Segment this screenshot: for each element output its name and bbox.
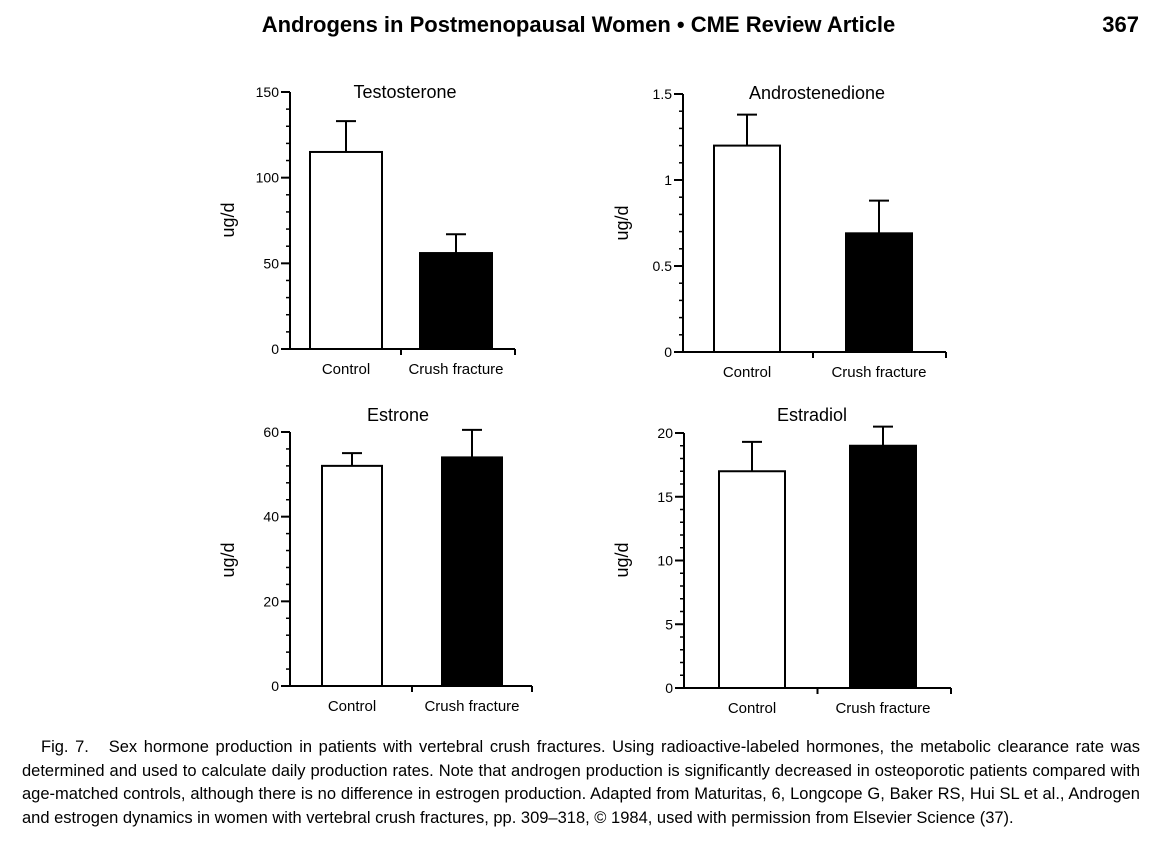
bar-control bbox=[321, 464, 383, 687]
y-tick-label: 20 bbox=[263, 593, 279, 609]
y-tick-label: 1 bbox=[664, 172, 672, 188]
bar-control bbox=[309, 150, 383, 350]
chart-panel-4: Estradiol ug/d 0 5 10 15 20 Control Crush fractu… bbox=[612, 405, 952, 717]
x-category-label: Control bbox=[723, 364, 771, 381]
y-tick-label: 0 bbox=[271, 341, 279, 357]
x-category-label: Crush fracture bbox=[408, 361, 503, 378]
y-tick-label: 50 bbox=[263, 255, 279, 271]
figure-caption-label: Fig. 7. bbox=[41, 738, 89, 756]
x-category-label: Crush fracture bbox=[835, 700, 930, 717]
chart-panel-1: Testosterone ug/d 0 50 100 150 Control Crush fr… bbox=[218, 82, 516, 378]
bar-crush-fracture bbox=[849, 444, 917, 689]
figure-caption: Fig. 7. Sex hormone production in patien… bbox=[22, 736, 1140, 830]
y-tick-label: 150 bbox=[256, 84, 280, 100]
chart-title: Estrone bbox=[367, 405, 429, 425]
y-tick-label: 0 bbox=[665, 680, 673, 696]
bar-crush-fracture bbox=[441, 456, 503, 687]
chart-title: Androstenedione bbox=[749, 83, 885, 103]
y-axis-label: ug/d bbox=[218, 202, 238, 237]
x-category-label: Control bbox=[322, 361, 370, 378]
y-tick-label: 60 bbox=[263, 424, 279, 440]
y-tick-label: 5 bbox=[665, 616, 673, 632]
y-tick-label: 10 bbox=[657, 553, 673, 569]
x-category-label: Crush fracture bbox=[831, 364, 926, 381]
y-axis-label: ug/d bbox=[612, 205, 632, 240]
y-tick-label: 100 bbox=[256, 170, 280, 186]
figure-caption-text: Sex hormone production in patients with … bbox=[22, 738, 1140, 827]
y-tick-label: 15 bbox=[657, 489, 673, 505]
chart-title: Testosterone bbox=[353, 82, 456, 102]
x-category-label: Control bbox=[728, 700, 776, 717]
y-tick-label: 0 bbox=[664, 344, 672, 360]
bar-control bbox=[713, 144, 781, 353]
chart-panel-2: Androstenedione ug/d 0 0.5 1 1.5 Control Crush … bbox=[612, 83, 947, 381]
y-axis-label: ug/d bbox=[612, 542, 632, 577]
x-category-label: Control bbox=[328, 698, 376, 715]
y-tick-label: 0.5 bbox=[653, 258, 673, 274]
running-header-title: Androgens in Postmenopausal Women • CME … bbox=[261, 12, 896, 37]
y-tick-label: 20 bbox=[657, 425, 673, 441]
y-tick-label: 1.5 bbox=[653, 86, 673, 102]
y-tick-label: 40 bbox=[263, 509, 279, 525]
page-number: 367 bbox=[1102, 12, 1139, 37]
y-axis-label: ug/d bbox=[218, 542, 238, 577]
bar-crush-fracture bbox=[419, 252, 493, 350]
chart-panel-3: Estrone ug/d 0 20 40 60 Control Crush fracture bbox=[218, 405, 533, 715]
bar-crush-fracture bbox=[845, 232, 913, 354]
y-tick-label: 0 bbox=[271, 678, 279, 694]
chart-title: Estradiol bbox=[777, 405, 847, 425]
bar-control bbox=[718, 470, 786, 689]
x-category-label: Crush fracture bbox=[424, 698, 519, 715]
